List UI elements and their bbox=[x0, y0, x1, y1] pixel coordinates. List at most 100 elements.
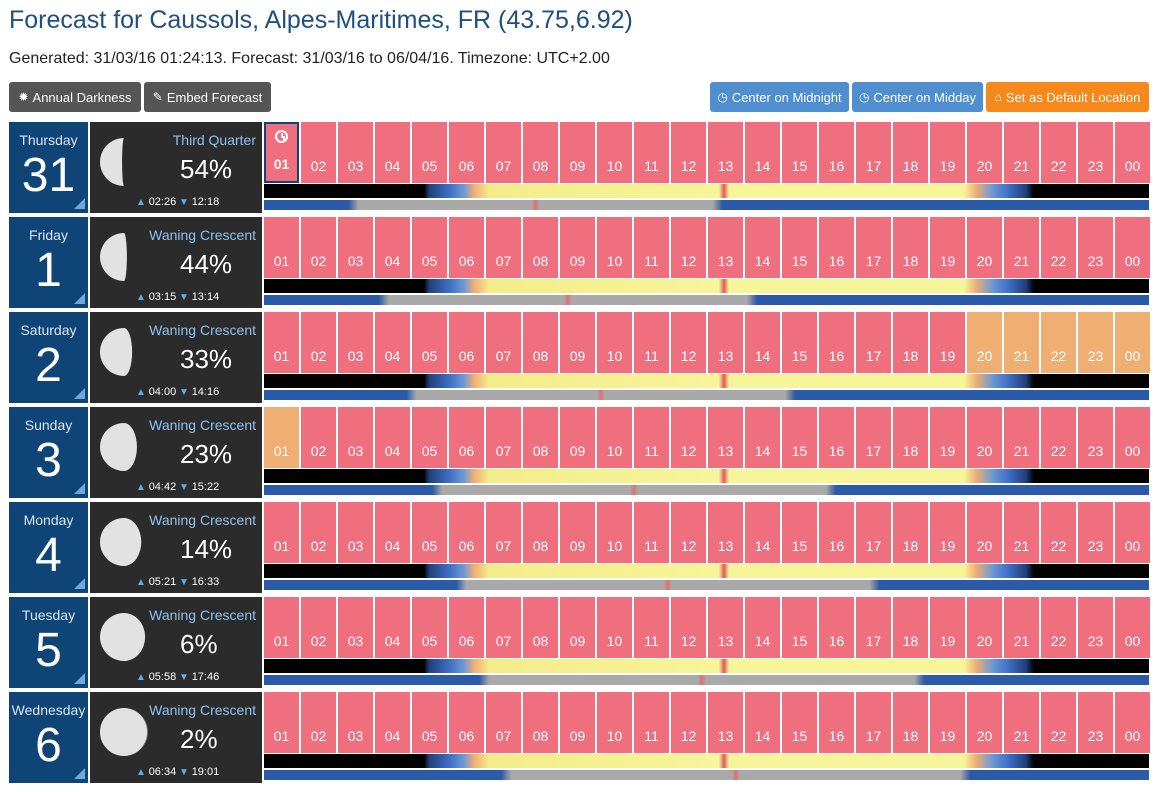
hour-cell[interactable]: 23 bbox=[1078, 692, 1113, 753]
hour-cell[interactable]: 20 bbox=[967, 692, 1002, 753]
hour-cell[interactable]: 04 bbox=[375, 502, 410, 563]
hour-cell[interactable]: 20 bbox=[967, 122, 1002, 183]
hour-cell[interactable]: 17 bbox=[856, 502, 891, 563]
hour-cell[interactable]: 21 bbox=[1004, 122, 1039, 183]
hour-cell[interactable]: 17 bbox=[856, 217, 891, 278]
hour-cell[interactable]: 07 bbox=[486, 312, 521, 373]
hour-cell[interactable]: 07 bbox=[486, 502, 521, 563]
expand-corner-icon[interactable] bbox=[74, 293, 85, 304]
hour-cell[interactable]: 23 bbox=[1078, 122, 1113, 183]
hour-cell[interactable]: 10 bbox=[597, 502, 632, 563]
hour-cell[interactable]: 15 bbox=[782, 122, 817, 183]
hour-cell[interactable]: 01 bbox=[264, 217, 299, 278]
hour-cell[interactable]: 22 bbox=[1041, 122, 1076, 183]
hour-cell[interactable]: 21 bbox=[1004, 217, 1039, 278]
hour-cell[interactable]: 22 bbox=[1041, 312, 1076, 373]
hour-cell[interactable]: 00 bbox=[1115, 502, 1150, 563]
hour-cell[interactable]: 07 bbox=[486, 122, 521, 183]
hour-cell[interactable]: 14 bbox=[745, 407, 780, 468]
hour-cell[interactable]: 16 bbox=[819, 407, 854, 468]
hour-cell[interactable]: 18 bbox=[893, 217, 928, 278]
hour-cell[interactable]: 22 bbox=[1041, 597, 1076, 658]
hour-cell[interactable]: 11 bbox=[634, 217, 669, 278]
hour-cell[interactable]: 10 bbox=[597, 692, 632, 753]
hour-cell[interactable]: 21 bbox=[1004, 597, 1039, 658]
hour-cell[interactable]: 12 bbox=[671, 217, 706, 278]
hour-cell[interactable]: 05 bbox=[412, 502, 447, 563]
hour-cell[interactable]: 13 bbox=[708, 312, 743, 373]
hour-cell[interactable]: 14 bbox=[745, 597, 780, 658]
expand-corner-icon[interactable] bbox=[74, 388, 85, 399]
hour-cell[interactable]: 02 bbox=[301, 217, 336, 278]
embed-forecast-button[interactable]: ✎ Embed Forecast bbox=[144, 82, 271, 112]
hour-cell[interactable]: 04 bbox=[375, 597, 410, 658]
hour-cell[interactable]: 02 bbox=[301, 407, 336, 468]
hour-cell[interactable]: 12 bbox=[671, 502, 706, 563]
hour-cell[interactable]: 21 bbox=[1004, 502, 1039, 563]
hour-cell[interactable]: 15 bbox=[782, 597, 817, 658]
hour-cell[interactable]: 00 bbox=[1115, 407, 1150, 468]
hour-cell[interactable]: 20 bbox=[967, 597, 1002, 658]
hour-cell[interactable]: 20 bbox=[967, 502, 1002, 563]
hour-cell[interactable]: 18 bbox=[893, 407, 928, 468]
hour-cell[interactable]: 11 bbox=[634, 502, 669, 563]
hour-cell[interactable]: 20 bbox=[967, 312, 1002, 373]
hour-cell[interactable]: 13 bbox=[708, 122, 743, 183]
hour-cell[interactable]: 02 bbox=[301, 502, 336, 563]
hour-cell[interactable]: 05 bbox=[412, 407, 447, 468]
hour-cell[interactable]: 15 bbox=[782, 692, 817, 753]
hour-cell[interactable]: 00 bbox=[1115, 122, 1150, 183]
hour-cell[interactable]: 02 bbox=[301, 597, 336, 658]
hour-cell[interactable]: 17 bbox=[856, 312, 891, 373]
hour-cell[interactable]: 06 bbox=[449, 692, 484, 753]
hour-cell[interactable]: 13 bbox=[708, 597, 743, 658]
hour-cell[interactable]: 06 bbox=[449, 407, 484, 468]
hour-cell[interactable]: 10 bbox=[597, 122, 632, 183]
hour-cell[interactable]: 14 bbox=[745, 502, 780, 563]
hour-cell[interactable]: 08 bbox=[523, 407, 558, 468]
hour-cell[interactable]: 03 bbox=[338, 217, 373, 278]
hour-cell[interactable]: 07 bbox=[486, 407, 521, 468]
expand-corner-icon[interactable] bbox=[74, 673, 85, 684]
hour-cell[interactable]: 19 bbox=[930, 122, 965, 183]
hour-cell[interactable]: 22 bbox=[1041, 407, 1076, 468]
hour-cell[interactable]: 00 bbox=[1115, 597, 1150, 658]
hour-cell[interactable]: 22 bbox=[1041, 502, 1076, 563]
hour-cell[interactable]: 17 bbox=[856, 122, 891, 183]
hour-cell[interactable]: 08 bbox=[523, 312, 558, 373]
hour-cell[interactable]: 21 bbox=[1004, 312, 1039, 373]
hour-cell[interactable]: 18 bbox=[893, 502, 928, 563]
hour-cell[interactable]: 23 bbox=[1078, 407, 1113, 468]
hour-cell[interactable]: 18 bbox=[893, 597, 928, 658]
hour-cell[interactable]: 07 bbox=[486, 692, 521, 753]
hour-cell[interactable]: 14 bbox=[745, 312, 780, 373]
hour-cell[interactable]: 09 bbox=[560, 122, 595, 183]
hour-cell[interactable]: 09 bbox=[560, 217, 595, 278]
hour-cell[interactable]: 05 bbox=[412, 122, 447, 183]
hour-cell[interactable]: 01 bbox=[264, 312, 299, 373]
expand-corner-icon[interactable] bbox=[74, 768, 85, 779]
hour-cell[interactable]: 19 bbox=[930, 312, 965, 373]
hour-cell[interactable]: 13 bbox=[708, 502, 743, 563]
hour-cell[interactable]: 01 bbox=[264, 407, 299, 468]
hour-cell[interactable]: 01 bbox=[264, 692, 299, 753]
hour-cell[interactable]: 00 bbox=[1115, 692, 1150, 753]
hour-cell[interactable]: 11 bbox=[634, 597, 669, 658]
hour-cell[interactable]: 00 bbox=[1115, 312, 1150, 373]
hour-cell[interactable]: 07 bbox=[486, 217, 521, 278]
hour-cell[interactable]: 08 bbox=[523, 217, 558, 278]
hour-cell[interactable]: 23 bbox=[1078, 597, 1113, 658]
hour-cell[interactable]: 21 bbox=[1004, 407, 1039, 468]
hour-cell[interactable]: 08 bbox=[523, 122, 558, 183]
hour-cell[interactable]: 03 bbox=[338, 597, 373, 658]
hour-cell[interactable]: 15 bbox=[782, 217, 817, 278]
hour-cell[interactable]: 13 bbox=[708, 692, 743, 753]
hour-cell[interactable]: 10 bbox=[597, 597, 632, 658]
hour-cell[interactable]: 13 bbox=[708, 407, 743, 468]
hour-cell[interactable]: 20 bbox=[967, 217, 1002, 278]
hour-cell[interactable]: 23 bbox=[1078, 312, 1113, 373]
hour-cell[interactable]: 03 bbox=[338, 502, 373, 563]
hour-cell[interactable]: 16 bbox=[819, 217, 854, 278]
hour-cell[interactable]: 10 bbox=[597, 407, 632, 468]
hour-cell[interactable]: 17 bbox=[856, 597, 891, 658]
